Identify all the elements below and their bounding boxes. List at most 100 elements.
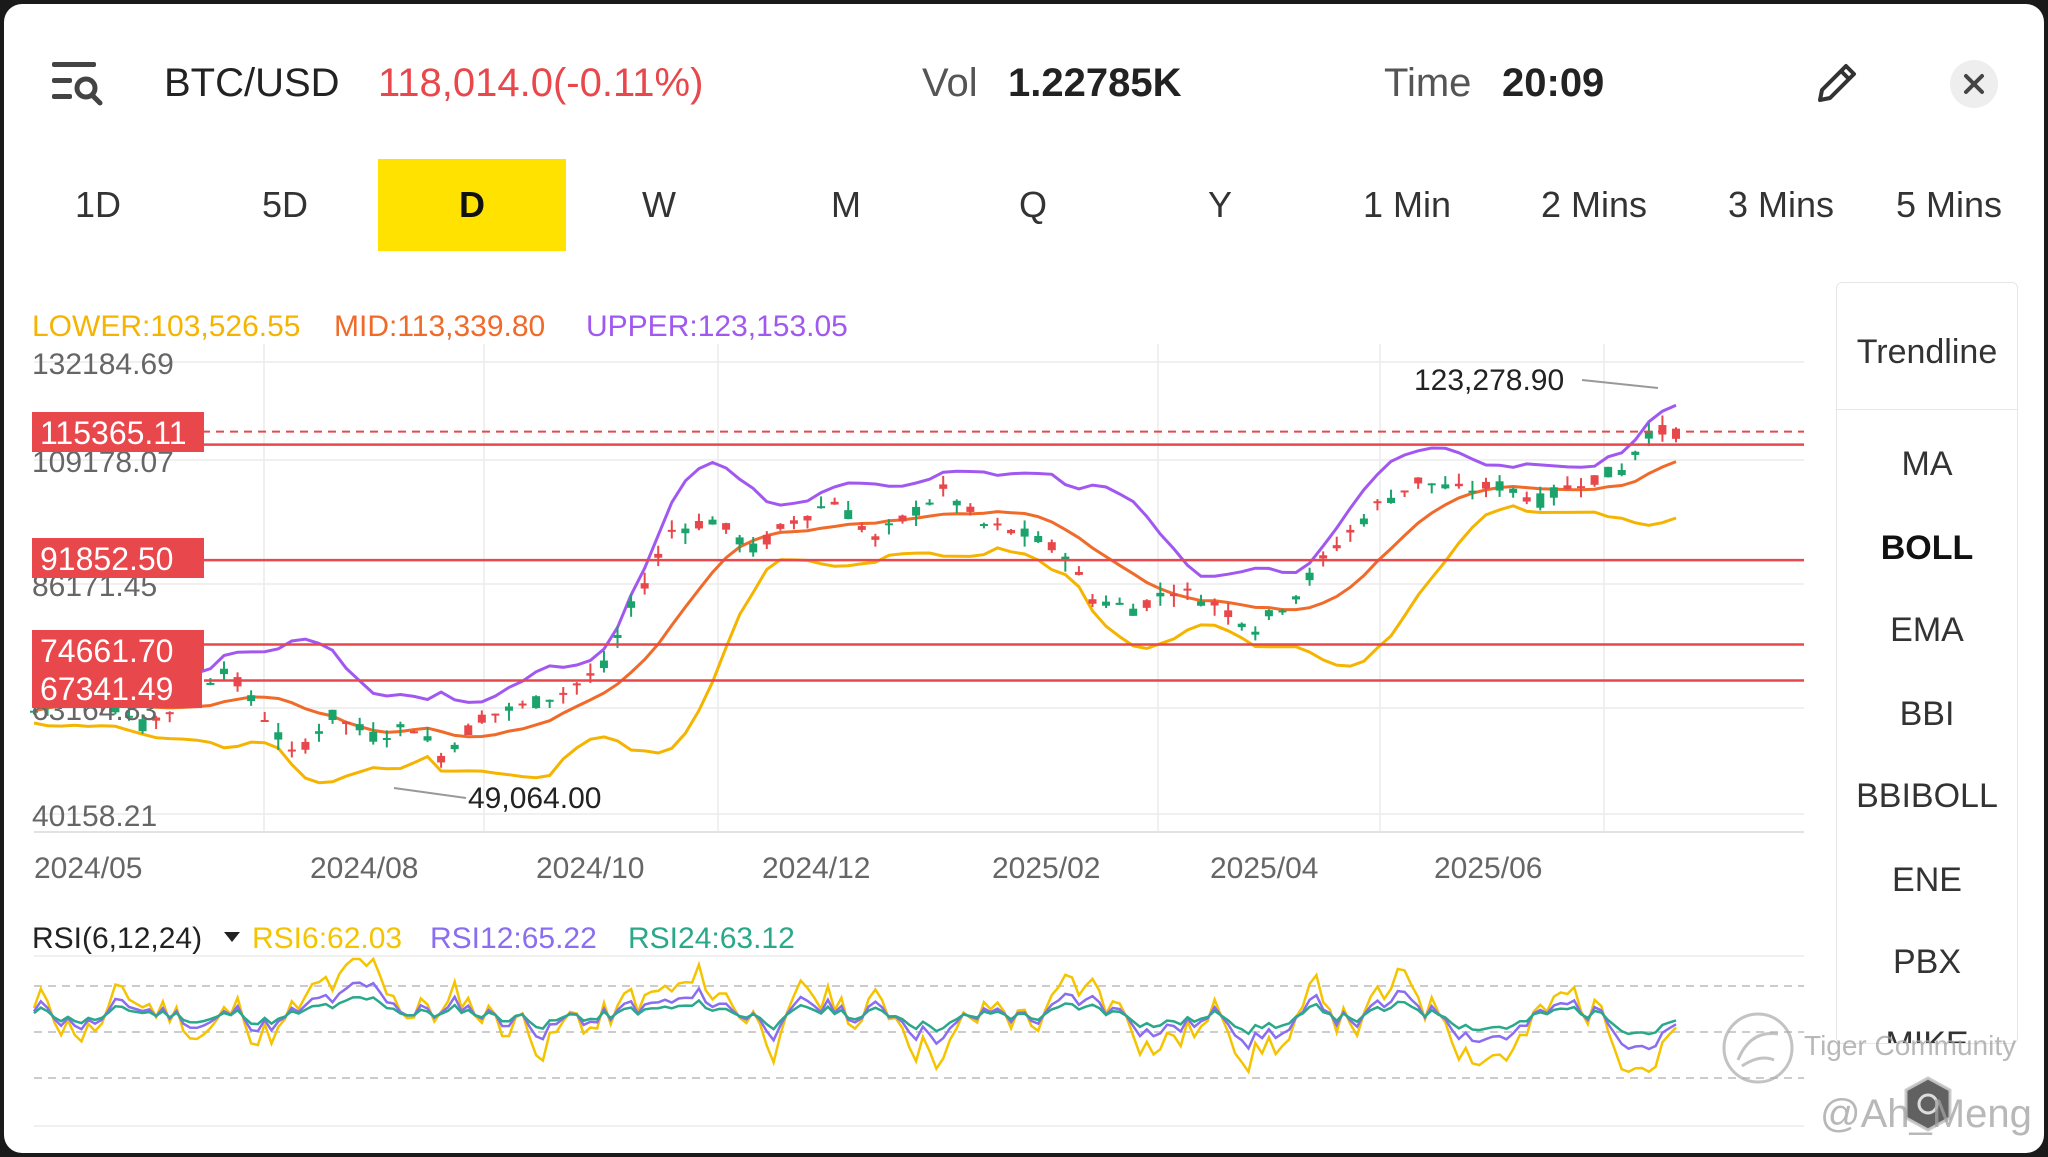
- candle-body: [1346, 529, 1355, 533]
- tab-3-mins[interactable]: 3 Mins: [1727, 184, 1835, 225]
- candle-body: [681, 528, 690, 534]
- tab-5-mins[interactable]: 5 Mins: [1895, 184, 2003, 225]
- candle-body: [1224, 610, 1233, 618]
- candle-body: [830, 501, 839, 505]
- level-label: 67341.49: [40, 671, 173, 707]
- symbol: BTC/USD: [164, 61, 340, 105]
- tab-d[interactable]: D: [378, 159, 566, 251]
- level-label: 91852.50: [40, 541, 173, 577]
- candle-body: [1278, 610, 1287, 613]
- tab-w[interactable]: W: [642, 184, 676, 225]
- candle-body: [1210, 601, 1219, 606]
- candle-body: [504, 706, 513, 711]
- candle-body: [464, 725, 473, 735]
- level-label: 74661.70: [40, 633, 173, 669]
- candle-body: [30, 710, 38, 713]
- indicator-ma[interactable]: MA: [1901, 445, 1953, 483]
- indicator-panel: Trendline MA BOLL EMA BBI BBIBOLL ENE PB…: [1836, 282, 2018, 1044]
- candle-body: [1631, 451, 1640, 455]
- candle-body: [613, 634, 622, 638]
- level-badge: [32, 412, 204, 452]
- candle-body: [1305, 572, 1314, 581]
- candle-body: [979, 524, 988, 527]
- trendline-button[interactable]: Trendline: [1856, 333, 1998, 371]
- watermark-user: @Ah_Meng: [1820, 1092, 2032, 1136]
- boll-mid-line: [33, 460, 1677, 739]
- candle-body: [1468, 490, 1477, 493]
- candle-body: [233, 677, 242, 687]
- boll-upper-label: UPPER:123,153.05: [586, 310, 848, 343]
- level-lines: [34, 430, 1804, 682]
- candle-body: [437, 755, 446, 763]
- candle-body: [857, 526, 866, 530]
- indicator-pbx[interactable]: PBX: [1892, 943, 1962, 981]
- candle-body: [1034, 536, 1043, 543]
- indicator-ema[interactable]: EMA: [1890, 611, 1964, 649]
- tab-m[interactable]: M: [831, 184, 861, 225]
- candle-body: [654, 553, 663, 558]
- candle-body: [409, 731, 418, 734]
- close-icon: [1964, 74, 1984, 94]
- indicator-bbiboll[interactable]: BBIBOLL: [1856, 777, 1998, 815]
- indicator-boll[interactable]: BOLL: [1880, 529, 1974, 567]
- candle-body: [1156, 592, 1165, 597]
- candle-body: [342, 721, 351, 724]
- candle-body: [274, 732, 283, 740]
- candle-body: [993, 523, 1002, 526]
- rsi12-label: RSI12:65.22: [430, 922, 597, 955]
- tab-2-mins[interactable]: 2 Mins: [1540, 184, 1648, 225]
- tab-y[interactable]: Y: [1207, 184, 1232, 225]
- y-tick-label: 40158.21: [32, 800, 157, 833]
- candle-body: [722, 523, 731, 530]
- candle-body: [532, 696, 541, 709]
- tab-5d[interactable]: 5D: [261, 184, 309, 225]
- candle-body: [152, 717, 161, 721]
- candle-body: [1197, 601, 1206, 606]
- candle-body: [138, 719, 147, 732]
- candle-body: [206, 682, 215, 685]
- indicator-bbi[interactable]: BBI: [1899, 695, 1955, 733]
- candle-body: [423, 736, 432, 741]
- app-window: BTC/USD 118,014.0(-0.11%) Vol 1.22785K T…: [4, 4, 2044, 1153]
- candle-body: [1237, 623, 1246, 628]
- price-chart[interactable]: LOWER:103,526.55 MID:113,339.80 UPPER:12…: [4, 4, 1834, 1153]
- candle-body: [1115, 602, 1124, 605]
- tab-1d[interactable]: 1D: [74, 184, 122, 225]
- candle-body: [301, 741, 310, 750]
- candle-body: [803, 516, 812, 521]
- indicator-mike[interactable]: MIKE: [1837, 1025, 2017, 1043]
- candle-body: [1292, 596, 1301, 600]
- candle-body: [572, 683, 581, 686]
- candle-body: [1590, 475, 1599, 485]
- header: BTC/USD 118,014.0(-0.11%) Vol 1.22785K T…: [4, 4, 2044, 154]
- tab-q[interactable]: Q: [1018, 184, 1047, 225]
- candle-body: [1509, 488, 1518, 493]
- candle-body: [477, 714, 486, 723]
- candle-body: [450, 744, 459, 750]
- price-change: 118,014.0(-0.11%): [378, 61, 704, 105]
- tab-1-min[interactable]: 1 Min: [1362, 184, 1452, 225]
- rsi-lines: [32, 955, 1804, 1127]
- rsi-title[interactable]: RSI(6,12,24): [32, 922, 202, 955]
- candle-body: [355, 724, 364, 731]
- candle-body: [1332, 545, 1341, 549]
- candle-body: [1129, 608, 1138, 616]
- menu-search-icon[interactable]: [48, 58, 104, 108]
- candle-body: [599, 660, 608, 669]
- candle-body: [1074, 571, 1083, 575]
- chart-grid: [34, 344, 1804, 833]
- pencil-icon[interactable]: [1812, 58, 1862, 108]
- candle-body: [1454, 483, 1463, 487]
- high-annotation-line: [1581, 379, 1659, 389]
- x-tick-label: 2024/05: [34, 852, 142, 885]
- close-button[interactable]: [1950, 60, 1998, 108]
- x-tick-label: 2025/04: [1210, 852, 1318, 885]
- rsi6-label: RSI6:62.03: [252, 922, 402, 955]
- candle-body: [1495, 481, 1504, 491]
- candle-body: [966, 506, 975, 512]
- bollinger-bands: [33, 403, 1677, 785]
- candle-body: [1427, 483, 1436, 486]
- rsi-dropdown-icon[interactable]: [224, 932, 240, 942]
- indicator-ene[interactable]: ENE: [1892, 861, 1962, 899]
- candle-body: [369, 731, 378, 742]
